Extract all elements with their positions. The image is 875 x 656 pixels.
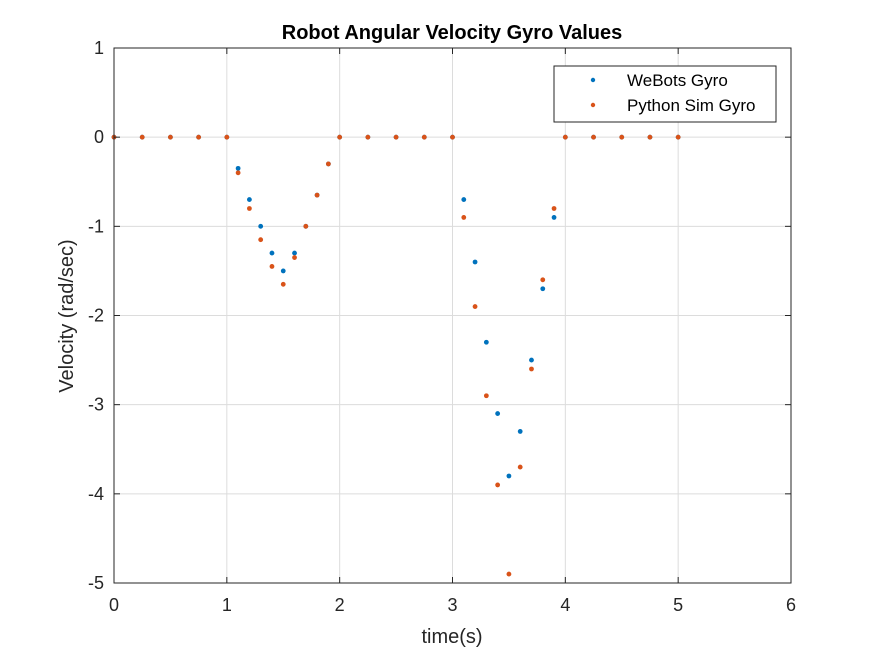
data-point [269, 264, 275, 269]
data-point [461, 215, 467, 220]
y-tick-label: -2 [88, 306, 104, 326]
y-tick-label: 1 [94, 38, 104, 58]
legend: WeBots Gyro Python Sim Gyro [553, 65, 777, 123]
x-tick-label: 4 [560, 595, 570, 615]
data-point [365, 134, 371, 140]
data-point [529, 366, 534, 372]
data-point [483, 393, 489, 399]
data-point [269, 250, 275, 256]
y-tick-label: -1 [88, 216, 104, 236]
data-point [247, 197, 252, 202]
plot-area [111, 134, 681, 577]
data-point [540, 277, 546, 283]
data-point [314, 192, 320, 198]
series-0 [111, 134, 681, 479]
data-point [450, 134, 455, 140]
legend-box [553, 65, 777, 123]
data-point [506, 473, 512, 479]
data-point [675, 134, 681, 140]
data-point [551, 206, 557, 211]
data-point [337, 134, 343, 140]
data-point [280, 268, 286, 274]
data-point [168, 134, 173, 140]
data-point [647, 134, 653, 140]
legend-label-webots-gyro: WeBots Gyro [627, 71, 728, 90]
data-point [506, 571, 512, 577]
x-tick-label: 3 [447, 595, 457, 615]
data-point [258, 237, 264, 243]
data-point [517, 464, 523, 470]
y-tick-label: -5 [88, 573, 104, 593]
data-point [280, 281, 286, 287]
data-point [325, 161, 331, 167]
data-point [292, 255, 297, 260]
data-point [461, 197, 467, 202]
data-point [258, 223, 264, 229]
data-point [472, 259, 478, 265]
x-tick-label: 2 [335, 595, 345, 615]
legend-marker-webots-gyro [590, 77, 596, 83]
data-point [529, 357, 534, 363]
data-point [196, 134, 202, 140]
grid-lines [113, 47, 792, 584]
data-point [139, 134, 145, 140]
data-point [303, 223, 309, 229]
axis-ticks: 0 1 2 3 4 5 6 1 0 -1 -2 -3 -4 -5 [88, 38, 796, 615]
data-point [619, 134, 625, 140]
x-tick-label: 5 [673, 595, 683, 615]
legend-label-python-sim-gyro: Python Sim Gyro [627, 96, 756, 115]
data-point [235, 165, 241, 171]
data-point [421, 134, 427, 140]
data-point [551, 215, 557, 220]
chart-title: Robot Angular Velocity Gyro Values [282, 22, 622, 44]
data-point [591, 134, 596, 140]
series-1 [111, 134, 681, 577]
legend-marker-python-sim-gyro [590, 102, 596, 108]
data-point [562, 134, 568, 140]
data-point [247, 206, 252, 211]
data-point [517, 429, 523, 434]
y-axis-label: Velocity (rad/sec) [56, 239, 78, 392]
data-point [472, 304, 478, 309]
x-tick-label: 1 [222, 595, 232, 615]
data-point [495, 411, 501, 416]
data-point [235, 170, 241, 176]
data-point [483, 339, 489, 345]
x-axis-label: time(s) [421, 626, 482, 648]
data-point [540, 286, 546, 292]
y-tick-label: -3 [88, 395, 104, 415]
data-point [224, 134, 230, 140]
data-point [495, 482, 501, 488]
x-tick-label: 0 [109, 595, 119, 615]
data-point [292, 250, 297, 256]
data-point [393, 134, 399, 140]
y-tick-label: -4 [88, 484, 104, 504]
y-tick-label: 0 [94, 127, 104, 147]
x-tick-label: 6 [786, 595, 796, 615]
